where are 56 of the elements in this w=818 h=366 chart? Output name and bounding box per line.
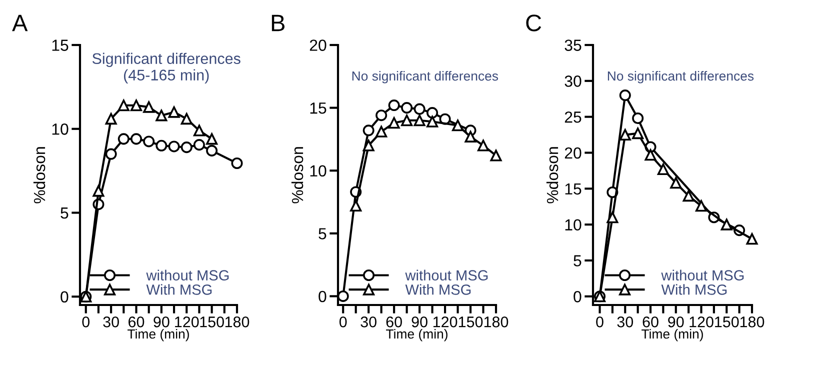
y-tick-label: 10 — [565, 219, 582, 231]
x-tick-label: 150 — [715, 316, 739, 328]
y-tick-label: 0 — [318, 290, 326, 302]
x-tick-label: 120 — [690, 316, 714, 328]
x-tick-label: 30 — [617, 316, 634, 328]
legend-label: without MSG — [146, 270, 229, 280]
y-tick-label: 20 — [310, 40, 326, 51]
y-axis-title: %doson — [291, 147, 304, 204]
y-tick-label: 5 — [318, 228, 326, 240]
x-tick-label: 30 — [360, 316, 376, 328]
x-tick-label: 30 — [103, 316, 119, 328]
x-tick-label: 60 — [128, 316, 144, 328]
x-tick-label: 90 — [412, 316, 428, 328]
legend-label: With MSG — [146, 284, 212, 295]
y-tick-label: 10 — [52, 124, 68, 135]
annotation: No significant differences — [352, 71, 498, 84]
y-tick-label: 15 — [565, 183, 582, 195]
text: B — [272, 14, 284, 32]
y-tick-label: 10 — [310, 165, 326, 177]
y-tick-label: 30 — [564, 76, 582, 87]
x-tick-label: 180 — [740, 316, 764, 328]
legend-label: without MSG — [661, 270, 744, 280]
annotation: Significant differences (45-165 min) — [92, 52, 240, 84]
text: C — [526, 14, 542, 32]
y-tick-label: 15 — [52, 40, 68, 51]
y-tick-label: 5 — [574, 255, 582, 266]
y-tick-label: 0 — [60, 291, 68, 303]
x-tick-label: 60 — [386, 316, 402, 328]
text: A — [12, 14, 28, 32]
x-tick-label: 60 — [642, 316, 658, 328]
y-tick-label: 15 — [310, 102, 326, 114]
y-tick-label: 35 — [564, 40, 582, 51]
x-tick-label: 150 — [458, 316, 483, 328]
x-tick-label: 180 — [225, 316, 250, 328]
annotation: No significant differences — [608, 71, 754, 84]
x-tick-label: 90 — [154, 316, 170, 328]
x-axis-title: Time (min) — [128, 328, 189, 342]
x-tick-label: 180 — [484, 316, 508, 328]
x-tick-label: 90 — [668, 316, 684, 328]
y-axis-title: %doson — [546, 147, 558, 204]
y-tick-label: 0 — [574, 291, 582, 302]
x-tick-label: 120 — [175, 316, 199, 328]
y-tick-label: 20 — [564, 147, 582, 159]
x-axis-title: Time (min) — [642, 328, 703, 342]
y-axis-title: %doson — [33, 147, 46, 204]
x-tick-label: 120 — [433, 316, 458, 328]
x-tick-label: 0 — [596, 316, 604, 328]
x-tick-label: 0 — [82, 316, 90, 328]
x-tick-label: 0 — [339, 316, 347, 328]
legend-label: With MSG — [405, 284, 471, 295]
x-tick-label: 150 — [200, 316, 224, 328]
x-axis-title: Time (min) — [386, 328, 448, 342]
legend-label: With MSG — [661, 284, 727, 295]
y-tick-label: 5 — [60, 208, 68, 219]
legend-label: without MSG — [405, 270, 488, 280]
y-tick-label: 25 — [564, 111, 582, 123]
